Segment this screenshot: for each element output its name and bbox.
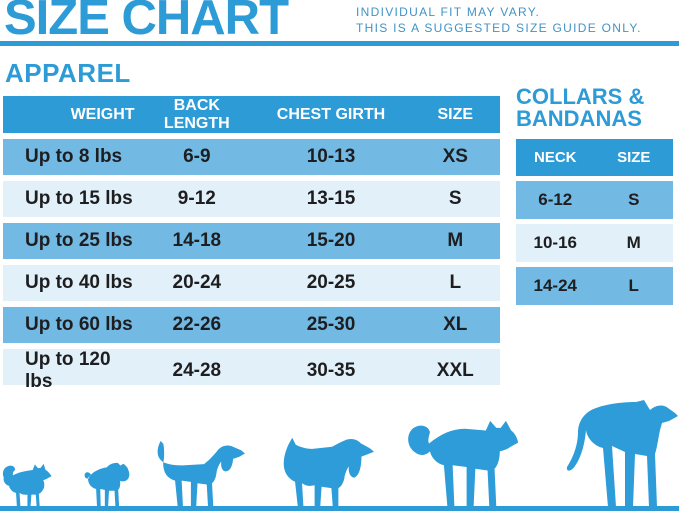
column-header-size: SIZE xyxy=(617,149,651,166)
beagle-dog-icon xyxy=(150,441,245,507)
chest-girth-cell: 30-35 xyxy=(306,360,356,381)
pug-silhouette xyxy=(84,462,130,507)
back-length-cell: 9-12 xyxy=(177,188,216,209)
back-length-cell: 20-24 xyxy=(172,272,222,293)
chest-girth-cell: 15-20 xyxy=(306,230,356,251)
disclaimer-line-2: THIS IS A SUGGESTED SIZE GUIDE ONLY. xyxy=(356,21,642,35)
size-cell: S xyxy=(448,188,462,209)
husky-silhouette xyxy=(408,420,519,507)
weight-cell: Up to 25 lbs xyxy=(25,230,133,251)
back-length-cell: 24-28 xyxy=(172,360,222,381)
pug-dog-icon xyxy=(80,462,138,507)
apparel-table-header: WEIGHT BACK LENGTH CHEST GIRTH SIZE xyxy=(3,96,500,133)
ground-baseline xyxy=(0,506,679,511)
column-header-chest-girth: CHEST GIRTH xyxy=(276,105,386,123)
size-cell: L xyxy=(449,272,462,293)
pomeranian-dog-icon xyxy=(2,463,52,507)
weight-cell: Up to 40 lbs xyxy=(25,272,133,293)
weight-cell: Up to 8 lbs xyxy=(25,146,123,167)
column-header-size: SIZE xyxy=(437,105,474,123)
great-dane-silhouette xyxy=(566,400,678,507)
column-header-weight: WEIGHT xyxy=(70,105,135,123)
title-underline-rule xyxy=(0,41,679,46)
size-cell: L xyxy=(628,276,639,295)
cocker-spaniel-dog-icon xyxy=(272,437,374,507)
table-row: 10-16 M xyxy=(516,224,673,262)
size-cell: XXL xyxy=(436,360,474,381)
table-row: Up to 25 lbs 14-18 15-20 M xyxy=(3,223,500,259)
table-row: Up to 8 lbs 6-9 10-13 XS xyxy=(3,139,500,175)
chest-girth-cell: 20-25 xyxy=(306,272,356,293)
cocker-spaniel-silhouette xyxy=(283,437,374,507)
back-length-cell: 14-18 xyxy=(172,230,222,251)
back-length-cell: 22-26 xyxy=(172,314,222,335)
collars-section-heading: COLLARS & BANDANAS xyxy=(516,86,644,130)
neck-cell: 10-16 xyxy=(533,233,577,252)
apparel-table: WEIGHT BACK LENGTH CHEST GIRTH SIZE Up t… xyxy=(3,96,500,392)
apparel-section-heading: APPAREL xyxy=(5,58,131,88)
pomeranian-silhouette xyxy=(2,463,52,507)
table-row: Up to 15 lbs 9-12 13-15 S xyxy=(3,181,500,217)
column-header-back-length: BACK LENGTH xyxy=(163,96,230,132)
collars-heading-line-2: BANDANAS xyxy=(516,106,642,131)
size-cell: M xyxy=(626,233,641,252)
chest-girth-cell: 13-15 xyxy=(306,188,356,209)
beagle-silhouette xyxy=(157,441,245,507)
neck-cell: 14-24 xyxy=(533,276,577,295)
table-row: 14-24 L xyxy=(516,267,673,305)
great-dane-dog-icon xyxy=(556,400,678,507)
table-row: 6-12 S xyxy=(516,181,673,219)
table-row: Up to 60 lbs 22-26 25-30 XL xyxy=(3,307,500,343)
collars-heading-line-1: COLLARS & xyxy=(516,84,645,109)
back-length-cell: 6-9 xyxy=(183,146,211,167)
size-cell: S xyxy=(628,190,640,209)
disclaimer-line-1: INDIVIDUAL FIT MAY VARY. xyxy=(356,5,541,19)
collars-table: NECK SIZE 6-12 S 10-16 M 14-24 L xyxy=(516,139,673,305)
chest-girth-cell: 25-30 xyxy=(306,314,356,335)
table-row: Up to 120 lbs 24-28 30-35 XXL xyxy=(3,349,500,392)
weight-cell: Up to 15 lbs xyxy=(25,188,133,209)
weight-cell: Up to 120 lbs xyxy=(25,349,111,392)
collars-table-header: NECK SIZE xyxy=(516,139,673,176)
size-cell: XL xyxy=(443,314,468,335)
size-cell: XS xyxy=(442,146,468,167)
size-cell: M xyxy=(447,230,464,251)
neck-cell: 6-12 xyxy=(538,190,573,209)
husky-dog-icon xyxy=(402,420,519,507)
column-header-neck: NECK xyxy=(533,149,577,166)
table-row: Up to 40 lbs 20-24 20-25 L xyxy=(3,265,500,301)
chest-girth-cell: 10-13 xyxy=(306,146,356,167)
page-title: SIZE CHART xyxy=(4,0,289,45)
disclaimer-text: INDIVIDUAL FIT MAY VARY. THIS IS A SUGGE… xyxy=(356,4,642,36)
weight-cell: Up to 60 lbs xyxy=(25,314,133,335)
